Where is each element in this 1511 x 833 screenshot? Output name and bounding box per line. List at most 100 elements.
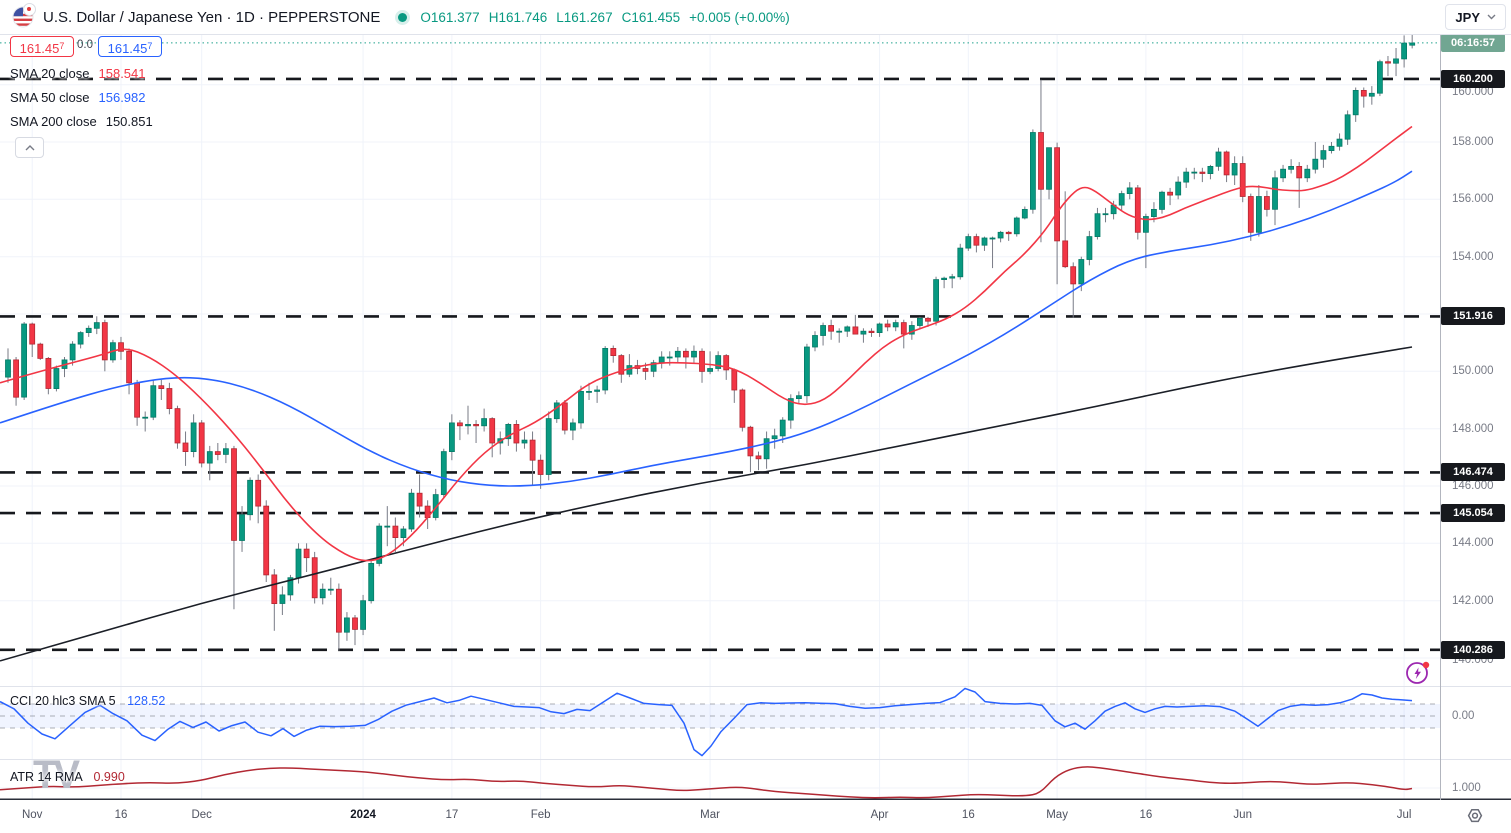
candle-body — [1231, 163, 1238, 176]
sma20-line — [0, 125, 1413, 562]
sma200-line — [0, 346, 1413, 662]
candle-body — [93, 322, 100, 329]
candle-body — [715, 355, 722, 369]
candle-countdown-badge: 06:16:57 — [1441, 33, 1505, 52]
candle-body — [214, 451, 221, 455]
atr-value: 0.990 — [93, 770, 125, 784]
timescale-settings-gear-icon[interactable] — [1462, 805, 1488, 829]
candle-body — [158, 385, 165, 390]
price-level-badge: 140.286 — [1441, 640, 1505, 659]
candle-body — [570, 422, 576, 431]
indicator-row[interactable]: SMA 20 close 158.541 — [10, 65, 153, 89]
candle-body — [392, 525, 399, 538]
candle-body — [731, 369, 738, 391]
candle-body — [505, 423, 512, 440]
time-axis-label: 16 — [114, 809, 128, 821]
candle-body — [941, 277, 947, 281]
candle-body — [53, 368, 60, 390]
candle-body — [1352, 90, 1359, 116]
candle-body — [1312, 158, 1319, 170]
candle-body — [432, 494, 439, 518]
atr-legend[interactable]: ATR 14 RMA 0.990 — [10, 770, 125, 784]
candle-body — [553, 402, 560, 420]
spread-value: 0.0 — [77, 39, 93, 51]
candle-body — [231, 448, 237, 541]
candle-body — [1409, 42, 1416, 46]
candle-body — [1094, 213, 1101, 237]
indicator-row[interactable]: SMA 200 close 150.851 — [10, 113, 153, 137]
candle-body — [1377, 61, 1383, 94]
candle-body — [884, 323, 891, 328]
candle-body — [1328, 145, 1335, 152]
candle-body — [618, 355, 625, 375]
indicator-value: 156.982 — [98, 90, 146, 105]
candle-body — [473, 423, 480, 427]
candle-body — [239, 514, 245, 541]
candle-body — [29, 323, 36, 345]
candle-body — [142, 416, 149, 419]
time-axis-label: Dec — [191, 809, 212, 821]
time-axis-label: Nov — [21, 809, 43, 821]
time-axis-label: 16 — [961, 809, 975, 821]
symbol-title[interactable]: U.S. Dollar / Japanese Yen · 1D · PEPPER… — [43, 8, 381, 26]
candle-body — [642, 368, 649, 372]
candle-body — [69, 343, 76, 361]
candle-body — [747, 426, 754, 457]
candle-body — [1223, 151, 1230, 176]
time-axis-label: 17 — [445, 809, 459, 821]
cci-legend[interactable]: CCI 20 hlc3 SMA 5 128.52 — [10, 694, 166, 708]
candle-body — [820, 325, 826, 336]
candle-body — [1159, 191, 1165, 210]
candle-body — [408, 492, 415, 530]
indicator-label: SMA 50 close — [10, 90, 90, 105]
usdjpy-flag-icon — [12, 3, 36, 28]
candle-body — [1320, 150, 1327, 160]
price-scale[interactable]: 160.000 158.000 156.000 154.000 150.000 148.0… — [1441, 33, 1511, 800]
candle-body — [5, 359, 11, 378]
buy-price-button[interactable]: 161.457 — [98, 36, 162, 57]
candle-body — [327, 588, 334, 591]
candle-body — [295, 548, 302, 579]
candle-body — [804, 346, 810, 397]
candle-body — [174, 408, 181, 444]
candle-body — [1199, 171, 1206, 174]
instant-order-lightning-icon[interactable] — [1404, 659, 1432, 686]
currency-dropdown[interactable]: JPY — [1445, 4, 1506, 30]
indicator-label: SMA 20 close — [10, 66, 90, 81]
price-axis-label: 154.000 — [1452, 250, 1494, 263]
sell-price-button[interactable]: 161.457 — [10, 36, 74, 57]
candle-body — [1118, 193, 1125, 206]
candle-body — [1062, 240, 1069, 268]
candle-body — [1038, 132, 1044, 190]
cci-line — [0, 687, 1413, 757]
candle-body — [836, 330, 843, 333]
candle-body — [658, 356, 665, 364]
time-scale[interactable]: Nov 16 Dec 2024 17 Feb Mar Apr 16 May 16 Jun Jul — [0, 800, 1511, 833]
legend-collapse-button[interactable] — [15, 137, 44, 158]
candle-body — [255, 479, 262, 507]
candle-body — [812, 335, 818, 348]
candle-body — [973, 236, 980, 246]
candle-body — [1030, 132, 1036, 210]
candle-body — [206, 451, 213, 464]
candle-body — [997, 231, 1004, 239]
candle-body — [247, 479, 254, 516]
candle-body — [965, 236, 972, 249]
tradingview-watermark-logo: TV — [33, 753, 80, 797]
candle-body — [981, 237, 988, 246]
candle-body — [1272, 177, 1278, 210]
candle-body — [45, 357, 52, 389]
candle-body — [1256, 196, 1262, 233]
candle-body — [1385, 61, 1391, 64]
candle-body — [101, 322, 108, 361]
candle-body — [900, 322, 907, 335]
candle-body — [1183, 171, 1190, 183]
chevron-down-icon — [1487, 14, 1496, 20]
candle-body — [311, 557, 318, 599]
candle-body — [1207, 165, 1214, 174]
indicator-row[interactable]: SMA 50 close 156.982 — [10, 89, 153, 113]
candle-body — [683, 350, 689, 358]
time-axis-label: 2024 — [350, 809, 376, 821]
candle-body — [1280, 168, 1286, 179]
